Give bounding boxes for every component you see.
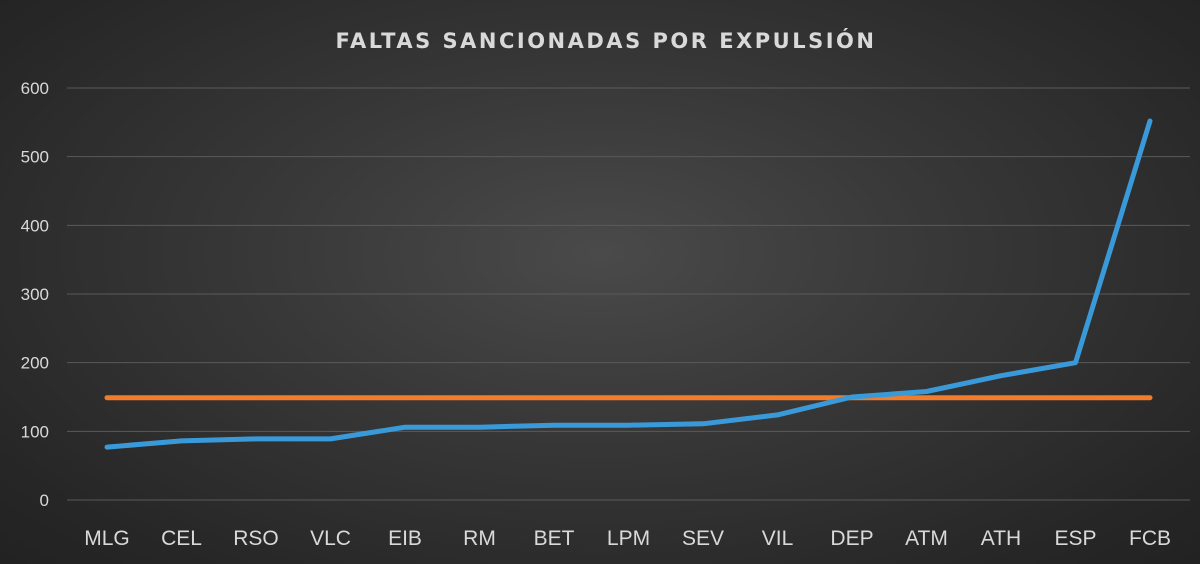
x-tick-label: SEV	[682, 527, 724, 550]
y-tick-label: 0	[40, 491, 49, 510]
x-tick-label: VIL	[762, 527, 794, 550]
y-tick-label: 100	[21, 422, 49, 441]
x-tick-label: DEP	[830, 527, 873, 550]
x-tick-label: BET	[534, 527, 575, 550]
series-lines	[104, 118, 1153, 450]
x-tick-label: RM	[463, 527, 496, 550]
chart-title: FALTAS SANCIONADAS POR EXPULSIÓN	[336, 28, 877, 53]
y-axis-tick-labels: 0 100 200 300 400 500 600	[21, 79, 49, 510]
x-tick-label: VLC	[310, 527, 351, 550]
x-tick-label: ATM	[905, 527, 948, 550]
series-line-1	[104, 118, 1153, 450]
y-tick-label: 200	[21, 354, 49, 373]
x-tick-label: ESP	[1054, 527, 1096, 550]
x-tick-label: MLG	[84, 527, 130, 550]
x-tick-label: EIB	[388, 527, 422, 550]
gridlines	[67, 87, 1190, 501]
y-tick-label: 500	[21, 148, 49, 167]
x-tick-label: LPM	[607, 527, 650, 550]
x-tick-label: RSO	[233, 527, 279, 550]
y-tick-label: 600	[21, 79, 49, 98]
y-tick-label: 300	[21, 285, 49, 304]
x-tick-label: CEL	[161, 527, 202, 550]
x-axis-tick-labels: MLG CEL RSO VLC EIB RM BET LPM SEV VIL DEP ATM ATH ES…	[84, 527, 1171, 550]
x-tick-label: ATH	[981, 527, 1021, 550]
x-tick-label: FCB	[1129, 527, 1171, 550]
y-tick-label: 400	[21, 216, 49, 235]
